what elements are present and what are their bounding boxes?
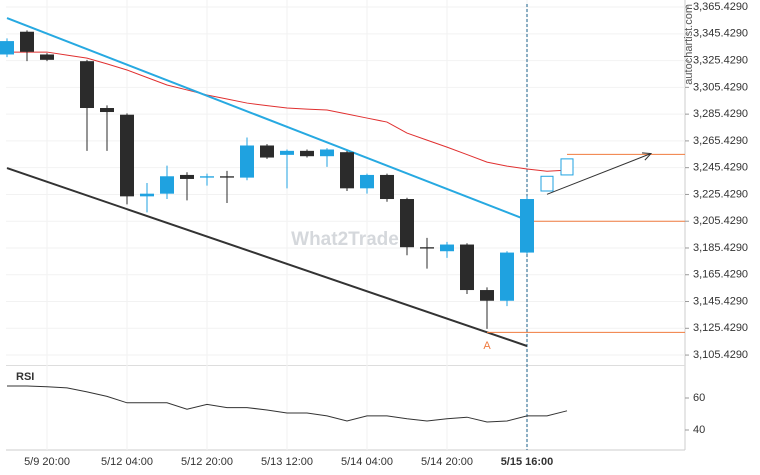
x-tick-label: 5/14 04:00 [341, 456, 393, 468]
trend-line [6, 167, 528, 347]
candle-body [0, 41, 14, 55]
candle-body [20, 31, 34, 52]
candle-body [440, 244, 454, 252]
candle-body [140, 193, 154, 197]
candle-body [160, 176, 174, 194]
rsi-tick-label: 60 [693, 392, 705, 404]
candle-body [280, 150, 294, 155]
y-tick-label: 3,285.4290 [693, 108, 748, 120]
y-tick-label: 3,205.4290 [693, 215, 748, 227]
rsi-line [7, 385, 568, 423]
candle-body [100, 108, 114, 113]
y-tick-label: 3,305.4290 [693, 81, 748, 93]
projected-candle [540, 175, 554, 192]
arrow-head [641, 152, 653, 161]
candle-body [420, 247, 434, 249]
candle-body [200, 176, 214, 178]
watermark: What2Trade [291, 229, 399, 250]
candle-body [220, 176, 234, 178]
x-tick-label: 5/15 16:00 [501, 456, 554, 468]
candle-body [380, 174, 394, 200]
y-tick-label: 3,345.4290 [693, 28, 748, 40]
candle-body [40, 54, 54, 60]
y-tick-label: 3,365.4290 [693, 1, 748, 13]
candle-body [400, 199, 414, 248]
candle-body [520, 199, 534, 253]
candle-body [80, 61, 94, 109]
y-tick-label: 3,325.4290 [693, 54, 748, 66]
candle-body [340, 152, 354, 189]
y-tick-label: 3,125.4290 [693, 322, 748, 334]
y-tick-label: 3,245.4290 [693, 162, 748, 174]
y-tick-label: 3,105.4290 [693, 349, 748, 361]
candle-body [320, 149, 334, 157]
annotation: A [483, 340, 491, 352]
candle-body [480, 290, 494, 301]
trend-line [6, 17, 528, 221]
x-tick-label: 5/12 20:00 [181, 456, 233, 468]
candle-body [500, 252, 514, 301]
source: autochartist.com [683, 4, 695, 85]
candle-body [120, 114, 134, 197]
candle-body [180, 174, 194, 179]
candle-body [240, 145, 254, 178]
candle-body [300, 150, 314, 157]
projected-candle [560, 158, 574, 176]
y-tick-label: 3,165.4290 [693, 269, 748, 281]
y-tick-label: 3,185.4290 [693, 242, 748, 254]
moving-average [7, 51, 568, 172]
y-tick-label: 3,145.4290 [693, 295, 748, 307]
x-tick-label: 5/14 20:00 [421, 456, 473, 468]
candle-body [360, 174, 374, 189]
x-tick-label: 5/9 20:00 [24, 456, 70, 468]
y-tick-label: 3,225.4290 [693, 188, 748, 200]
x-tick-label: 5/13 12:00 [261, 456, 313, 468]
rsi-tick-label: 40 [693, 424, 705, 436]
x-tick-label: 5/12 04:00 [101, 456, 153, 468]
y-tick-label: 3,265.4290 [693, 135, 748, 147]
candle-body [460, 244, 474, 291]
rsi-label: RSI [16, 371, 34, 383]
candle-body [260, 145, 274, 158]
forecast-arrow [546, 153, 652, 195]
